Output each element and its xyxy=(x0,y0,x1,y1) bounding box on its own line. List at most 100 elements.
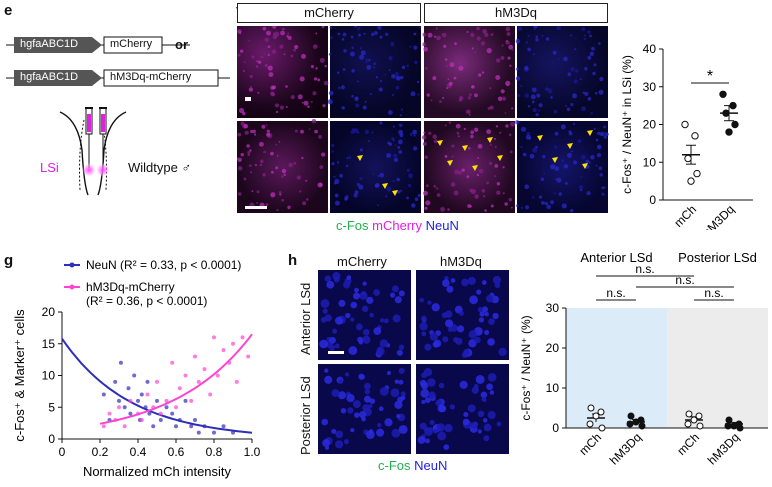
micro-speckle xyxy=(301,156,304,160)
y-tick-label: 5 xyxy=(48,400,55,414)
micro-speckle xyxy=(550,164,556,170)
micro-speckle xyxy=(369,93,372,96)
micro-speckle xyxy=(318,134,322,139)
micro-speckle xyxy=(587,30,591,34)
micro-speckle xyxy=(386,186,392,192)
micro-speckle xyxy=(573,79,578,84)
col-label-hm3dq: hM3Dq xyxy=(424,3,608,23)
nucleus xyxy=(324,275,332,282)
micro-speckle xyxy=(597,131,601,136)
micro-speckle xyxy=(264,63,268,68)
micro-speckle xyxy=(490,33,494,36)
scatter-point xyxy=(126,386,131,391)
x-tick-label: 0.4 xyxy=(130,445,147,459)
micro-speckle xyxy=(268,72,274,78)
micro-speckle xyxy=(425,200,431,206)
nucleus xyxy=(352,400,361,409)
nucleus xyxy=(383,318,389,324)
nucleus xyxy=(398,344,405,350)
micro-speckle xyxy=(545,37,550,41)
micro-speckle xyxy=(599,76,604,82)
micro-speckle xyxy=(439,36,441,39)
scatter-point xyxy=(174,405,178,410)
micro-speckle xyxy=(572,93,578,99)
micro-speckle xyxy=(260,159,264,164)
micro-speckle xyxy=(476,26,480,31)
nucleus xyxy=(462,418,470,426)
micro-speckle xyxy=(583,37,587,41)
nucleus xyxy=(421,399,426,405)
micro-speckle xyxy=(560,158,565,163)
y-tick-label: 10 xyxy=(546,381,560,395)
micro-speckle xyxy=(259,163,263,167)
micro-speckle xyxy=(531,100,535,104)
micro-speckle xyxy=(422,32,427,37)
y-tick-label: 30 xyxy=(546,301,560,315)
micro-speckle xyxy=(533,53,536,56)
micro-speckle xyxy=(529,153,535,159)
micro-speckle xyxy=(302,201,307,206)
nucleus xyxy=(447,327,453,332)
micro-speckle xyxy=(392,125,395,128)
micro-speckle xyxy=(489,105,494,110)
micro-speckle xyxy=(260,55,264,59)
nucleus xyxy=(437,404,446,413)
micro-speckle xyxy=(531,87,537,93)
micro-speckle xyxy=(379,35,383,39)
micro-speckle xyxy=(439,100,442,103)
y-tick-label: 20 xyxy=(546,341,560,355)
nucleus xyxy=(444,423,453,433)
nucleus xyxy=(335,430,344,439)
x-tick-label: hM3Dq xyxy=(607,430,644,467)
nucleus xyxy=(492,275,502,285)
legend-neun: NeuN xyxy=(425,218,459,233)
micro-speckle xyxy=(423,46,429,52)
nucleus xyxy=(419,297,425,303)
nucleus xyxy=(498,347,507,357)
micro-speckle xyxy=(527,47,531,52)
micro-speckle xyxy=(509,64,512,67)
data-point xyxy=(681,120,689,129)
micro-speckle xyxy=(256,60,258,62)
micro-speckle xyxy=(453,76,457,80)
micro-speckle xyxy=(368,58,371,62)
micro-speckle xyxy=(515,76,521,81)
micro-speckle xyxy=(570,67,575,72)
nucleus xyxy=(438,382,445,389)
micro-speckle xyxy=(256,190,260,194)
nucleus xyxy=(342,281,351,289)
micro-speckle xyxy=(256,202,258,204)
micro-speckle xyxy=(243,177,247,181)
micro-speckle xyxy=(413,45,418,50)
micro-speckle xyxy=(581,106,587,112)
ns-label: n.s. xyxy=(606,286,625,300)
micro-speckle xyxy=(238,107,245,114)
arrowhead-marker xyxy=(497,155,503,161)
micro-speckle xyxy=(249,74,253,79)
micro-speckle xyxy=(544,201,548,206)
nucleus xyxy=(437,431,447,441)
nucleus xyxy=(358,373,365,380)
nucleus xyxy=(359,291,368,300)
data-point xyxy=(685,410,693,418)
micro-speckle xyxy=(331,150,334,153)
micro-speckle xyxy=(470,131,474,135)
micro-speckle xyxy=(571,150,573,153)
shade-posterior xyxy=(667,308,768,428)
micro-speckle xyxy=(595,164,598,167)
micro-speckle xyxy=(417,194,421,198)
micro-speckle xyxy=(329,36,333,40)
micro-speckle xyxy=(359,177,363,181)
nucleus xyxy=(363,382,371,390)
nucleus xyxy=(344,372,350,377)
nucleus xyxy=(396,413,401,419)
micro-speckle xyxy=(262,173,266,177)
significance-star: * xyxy=(707,68,713,85)
data-point xyxy=(725,128,733,136)
micro-speckle xyxy=(449,62,455,68)
scale-bar xyxy=(245,206,267,209)
micro-speckle xyxy=(434,35,437,38)
micro-speckle xyxy=(451,155,454,158)
micro-speckle xyxy=(478,73,482,77)
micrograph-h-overlay xyxy=(319,271,507,451)
